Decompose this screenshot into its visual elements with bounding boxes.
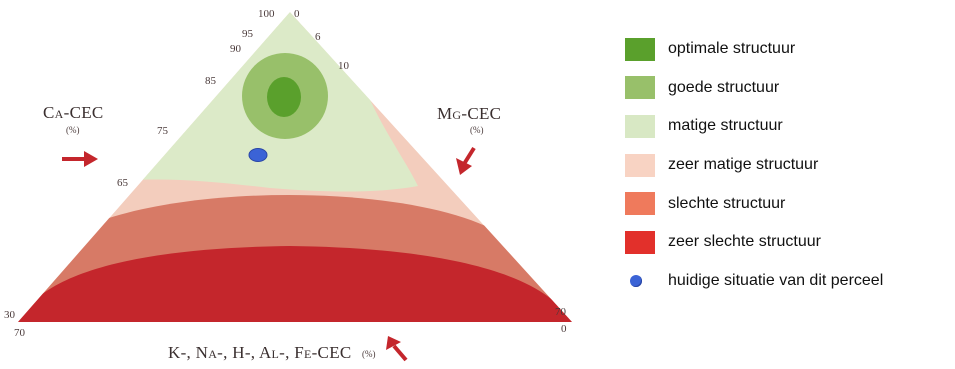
right-axis-arrow-icon — [456, 146, 476, 175]
left-tick-75: 75 — [157, 125, 169, 137]
legend-item-moderate: matige structuur — [625, 107, 955, 146]
bottom-axis-arrow-icon — [386, 336, 408, 362]
legend-item-optimal: optimale structuur — [625, 30, 955, 69]
left-tick-85: 85 — [205, 75, 217, 87]
legend-swatch — [625, 230, 655, 254]
left-tick-30: 30 — [4, 309, 16, 321]
left-tick-100: 100 — [258, 8, 275, 20]
right-tick-0: 0 — [294, 8, 300, 20]
current-situation-marker — [248, 148, 268, 162]
left-axis-unit: (%) — [66, 125, 80, 135]
legend-label: zeer matige structuur — [668, 156, 819, 174]
left-axis-arrow-icon — [62, 151, 98, 167]
legend-swatch — [625, 76, 655, 100]
legend-item-very-poor: zeer slechte structuur — [625, 223, 955, 262]
legend-item-very-moderate: zeer matige structuur — [625, 146, 955, 185]
legend-label: slechte structuur — [668, 194, 786, 212]
bottom-tick-70: 70 — [14, 327, 26, 339]
right-axis-unit: (%) — [470, 125, 484, 135]
legend-swatch — [625, 192, 655, 216]
right-axis-title: Mg-CEC — [437, 104, 501, 123]
right-tick-70: 70 — [555, 306, 567, 318]
legend-swatch — [625, 37, 655, 61]
left-axis-title: Ca-CEC — [43, 103, 104, 122]
right-tick-10: 10 — [338, 60, 350, 72]
legend-label: matige structuur — [668, 117, 783, 135]
bottom-axis-title: K-, Na-, H-, Al-, Fe-CEC — [168, 343, 352, 362]
legend-item-good: goede structuur — [625, 69, 955, 108]
left-tick-90: 90 — [230, 43, 242, 55]
legend-swatch — [625, 153, 655, 177]
zone-very-poor — [18, 246, 572, 322]
legend-label: optimale structuur — [668, 40, 796, 58]
right-tick-6: 6 — [315, 31, 321, 43]
soil-structure-ternary-diagram: 100 95 90 85 75 65 30 0 6 10 70 70 0 Ca-… — [4, 8, 572, 362]
bottom-tick-0: 0 — [561, 323, 567, 335]
legend-item-poor: slechte structuur — [625, 184, 955, 223]
blue-dot-icon — [625, 269, 655, 292]
legend-label: goede structuur — [668, 78, 780, 96]
bottom-axis-unit: (%) — [362, 349, 376, 359]
left-tick-95: 95 — [242, 28, 254, 40]
legend-label: huidige situatie van dit perceel — [668, 271, 884, 289]
legend: optimale structuur goede structuur matig… — [625, 30, 955, 300]
legend-swatch — [625, 114, 655, 138]
left-tick-65: 65 — [117, 177, 129, 189]
legend-label: zeer slechte structuur — [668, 233, 821, 251]
zone-optimal — [267, 77, 301, 117]
legend-item-current: huidige situatie van dit perceel — [625, 262, 955, 301]
